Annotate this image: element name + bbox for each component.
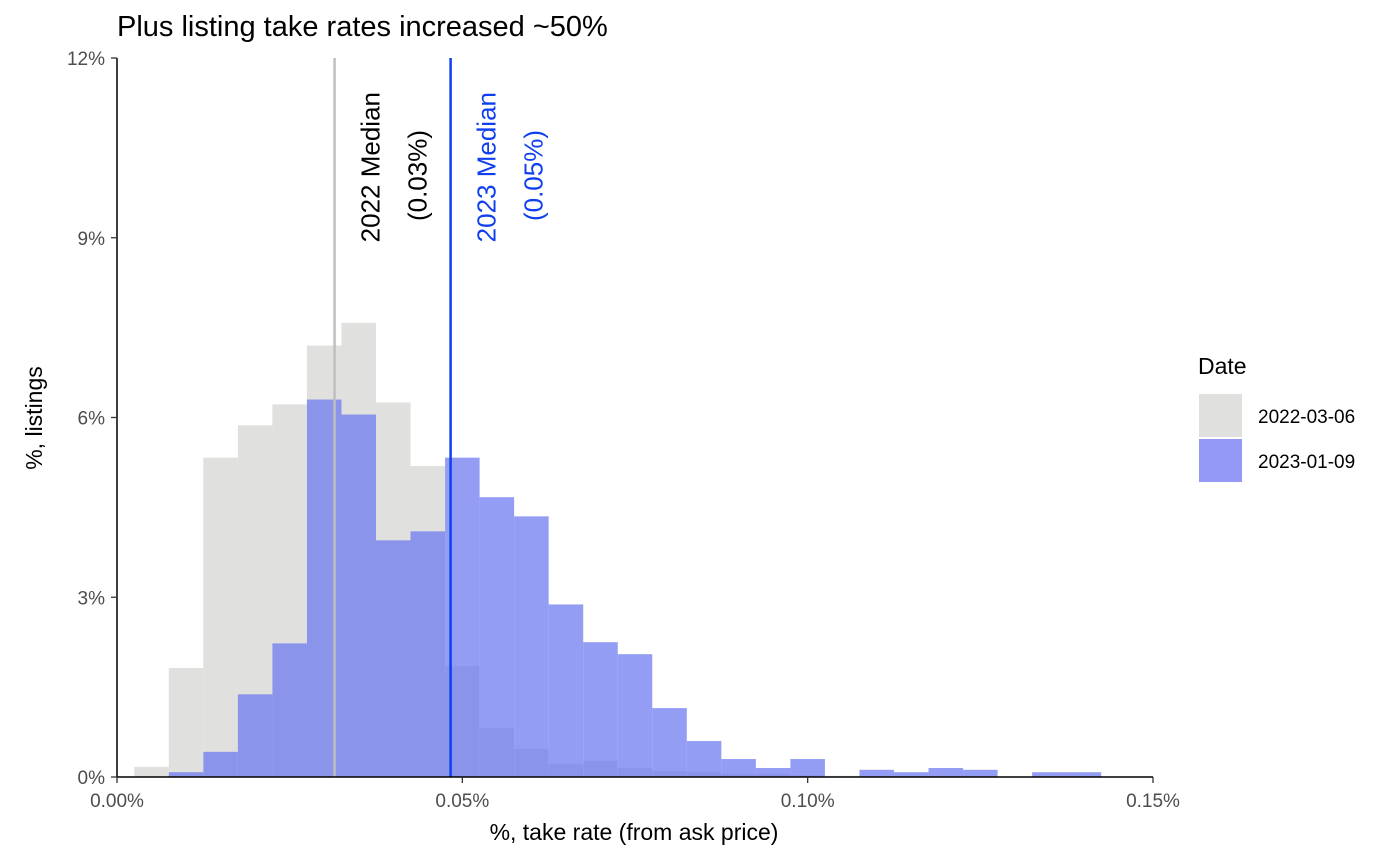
legend-title: Date bbox=[1198, 353, 1247, 379]
legend-swatch-2023-01-09 bbox=[1199, 439, 1242, 482]
legend: Date 2022-03-06 2023-01-09 bbox=[1198, 353, 1355, 482]
bar-2023-01-09-11 bbox=[514, 516, 549, 777]
bar-2023-01-09-5 bbox=[306, 399, 342, 777]
bar-2023-01-09-7 bbox=[376, 540, 411, 777]
median-label-line2: (0.03%) bbox=[403, 130, 433, 221]
bar-2023-01-09-12 bbox=[548, 604, 584, 777]
median-layer: 2022 Median (0.03%) 2023 Median (0.05%) bbox=[333, 58, 549, 777]
bar-2023-01-09-16 bbox=[686, 741, 722, 777]
bar-2023-01-09-14 bbox=[617, 654, 653, 777]
bar-2023-01-09-19 bbox=[790, 759, 825, 777]
bar-2023-01-09-4 bbox=[272, 643, 307, 777]
y-tick-label: 12% bbox=[67, 49, 105, 70]
bar-2023-01-09-13 bbox=[583, 642, 618, 777]
bar-2023-01-09-2 bbox=[203, 751, 238, 777]
x-tick-label: 0.00% bbox=[90, 791, 144, 812]
bar-2023-01-09-15 bbox=[652, 708, 687, 777]
bar-2023-01-09-26 bbox=[1032, 772, 1067, 777]
bar-2023-01-09-10 bbox=[479, 497, 515, 777]
bars-layer bbox=[134, 322, 1102, 777]
median-label-0: 2022 Median (0.03%) bbox=[356, 92, 433, 242]
x-tick-label: 0.10% bbox=[781, 791, 835, 812]
x-tick-label: 0.05% bbox=[435, 791, 489, 812]
bar-2023-01-09-23 bbox=[928, 768, 964, 777]
bar-2022-03-06-0 bbox=[134, 766, 169, 777]
bar-2023-01-09-27 bbox=[1066, 772, 1102, 777]
y-tick-label: 0% bbox=[78, 768, 106, 789]
y-tick-label: 9% bbox=[78, 229, 106, 250]
bar-2023-01-09-6 bbox=[341, 414, 376, 777]
legend-label-2023-01-09: 2023-01-09 bbox=[1258, 452, 1355, 473]
bar-2023-01-09-3 bbox=[237, 694, 273, 777]
median-label-line1: 2022 Median bbox=[356, 92, 386, 242]
chart-title: Plus listing take rates increased ~50% bbox=[117, 11, 608, 43]
y-tick-label: 6% bbox=[78, 409, 106, 430]
series-2023-01-09 bbox=[168, 399, 1102, 777]
legend-swatch-2022-03-06 bbox=[1199, 394, 1242, 437]
bar-2022-03-06-1 bbox=[168, 667, 204, 777]
bar-2023-01-09-8 bbox=[410, 531, 446, 777]
bar-2023-01-09-21 bbox=[859, 769, 894, 777]
median-label-1: 2023 Median (0.05%) bbox=[472, 92, 549, 242]
bar-2023-01-09-22 bbox=[894, 772, 929, 777]
median-label-line2: (0.05%) bbox=[519, 130, 549, 221]
axes-layer: 0% 3% 6% 9% 12% 0.00% 0.05% 0.10% 0.15% bbox=[67, 49, 1180, 812]
bar-2023-01-09-24 bbox=[963, 769, 998, 777]
y-tick-label: 3% bbox=[78, 588, 106, 609]
bar-2023-01-09-1 bbox=[168, 772, 204, 777]
median-label-line1: 2023 Median bbox=[472, 92, 502, 242]
bar-2023-01-09-18 bbox=[755, 768, 791, 777]
x-axis-title: %, take rate (from ask price) bbox=[490, 819, 779, 845]
bar-2022-03-06-2 bbox=[203, 457, 238, 777]
x-tick-label: 0.15% bbox=[1126, 791, 1180, 812]
y-axis-title: %, listings bbox=[21, 366, 47, 470]
legend-label-2022-03-06: 2022-03-06 bbox=[1258, 407, 1355, 428]
bar-2023-01-09-17 bbox=[721, 759, 756, 777]
